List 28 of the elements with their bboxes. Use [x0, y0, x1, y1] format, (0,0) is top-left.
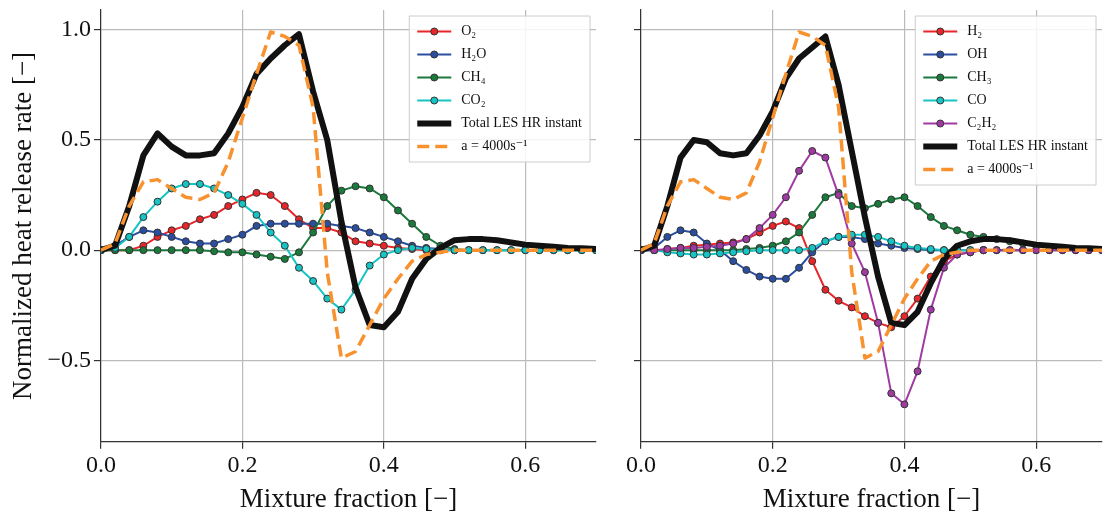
- legend-label: CO₂: [461, 92, 486, 108]
- legend-label: OH: [967, 46, 988, 62]
- y-tick-label: 0.5: [60, 125, 91, 152]
- x-tick-label: 0.6: [1021, 451, 1052, 478]
- y-axis-title: Normalized heat release rate [−]: [7, 51, 38, 400]
- y-tick-label: 0.0: [60, 235, 91, 262]
- legend-label: H₂O: [461, 46, 487, 62]
- y-tick-label: 1.0: [60, 15, 91, 42]
- x-tick-label: 0.2: [227, 451, 258, 478]
- x-tick-label: 0.0: [626, 451, 656, 478]
- legend-label: H₂: [967, 23, 983, 39]
- legend-label: Total LES HR instant: [967, 138, 1089, 154]
- x-tick-label: 0.6: [510, 451, 541, 478]
- legend-label: a = 4000s⁻¹: [461, 138, 528, 154]
- legend-label: a = 4000s⁻¹: [967, 161, 1034, 177]
- legend-label: C₂H₂: [967, 115, 997, 131]
- legend-label: CH₃: [967, 69, 992, 85]
- legend-label: Total LES HR instant: [461, 115, 583, 131]
- x-tick-label: 0.0: [85, 451, 116, 478]
- legend-label: CH₄: [461, 69, 486, 85]
- x-tick-label: 0.2: [757, 451, 788, 478]
- legend-label: CO: [967, 92, 987, 108]
- y-tick-label: −0.5: [47, 345, 91, 372]
- x-tick-label: 0.4: [889, 451, 920, 478]
- x-axis-title: Mixture fraction [−]: [239, 482, 458, 513]
- legend-label: O₂: [461, 23, 477, 39]
- x-tick-label: 0.4: [368, 451, 399, 478]
- x-axis-title: Mixture fraction [−]: [762, 482, 981, 513]
